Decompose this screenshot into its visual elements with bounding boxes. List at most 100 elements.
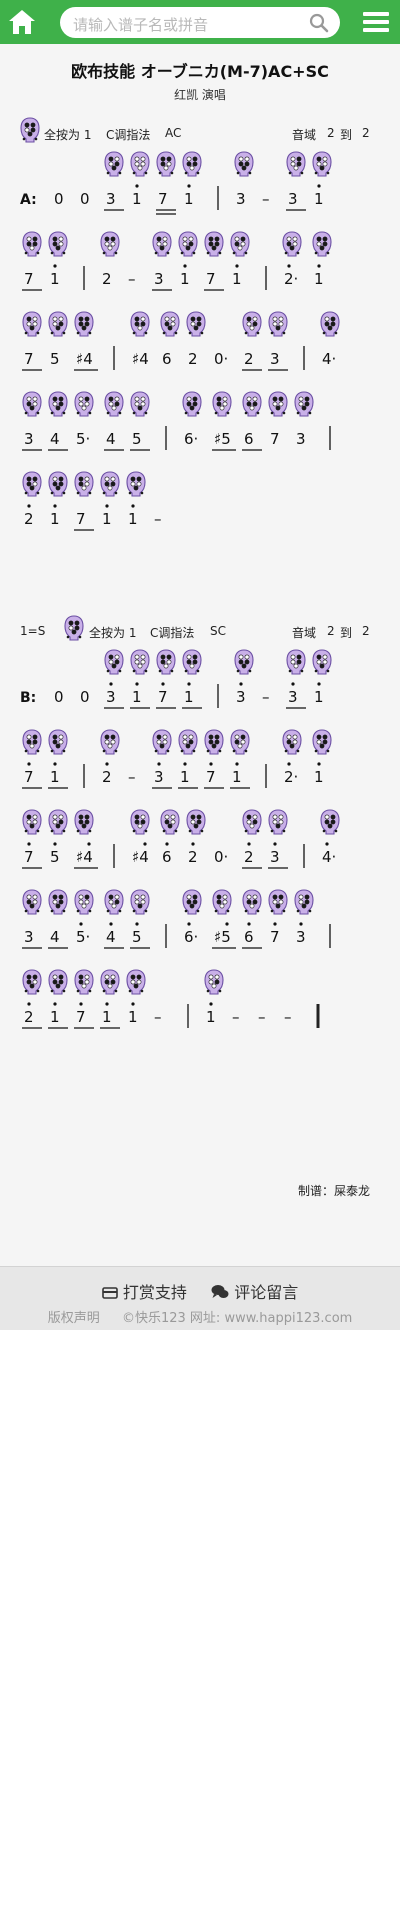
note: 2: [102, 768, 112, 786]
ocarina-fingering-icon: [22, 809, 42, 835]
note: 1: [314, 768, 324, 786]
note: 1: [184, 190, 194, 208]
note: 7: [158, 688, 168, 706]
comment-link[interactable]: 评论留言: [211, 1283, 298, 1302]
note: 1: [206, 1008, 216, 1026]
note: –: [128, 270, 136, 288]
ocarina-fingering-icon: [212, 889, 232, 915]
ocarina-fingering-icon: [130, 889, 150, 915]
ocarina-fingering-icon: [48, 311, 68, 337]
donate-link[interactable]: 打赏支持: [101, 1283, 192, 1302]
ocarina-fingering-icon: [160, 809, 180, 835]
note: 1: [50, 510, 60, 528]
octave-dot: [235, 762, 239, 766]
ocarina-icon: [64, 615, 84, 641]
note: 3: [24, 430, 34, 448]
note: 0: [54, 688, 64, 706]
ocarina-fingering-icon: [100, 729, 120, 755]
score-panel: 欧布技能 オーブニカ(M-7)AC+SC 红凯 演唱 全按为 1 C调指法 AC…: [0, 44, 400, 1266]
ocarina-fingering-icon: [282, 729, 302, 755]
note: 2: [24, 510, 34, 528]
ocarina-fingering-icon: [268, 391, 288, 417]
song-title: 欧布技能 オーブニカ(M-7)AC+SC: [71, 62, 329, 81]
note: 7: [206, 768, 216, 786]
ocarina-fingering-icon: [104, 889, 124, 915]
note: 3: [288, 688, 298, 706]
search-icon[interactable]: [309, 13, 329, 33]
note: 7: [270, 430, 280, 448]
ocarina-fingering-icon: [130, 391, 150, 417]
note: 7: [76, 510, 86, 528]
octave-dot: [131, 504, 135, 508]
ocarina-fingering-icon: [130, 809, 150, 835]
octave-dot: [79, 922, 83, 926]
ocarina-fingering-icon: [22, 969, 42, 995]
note: 1: [232, 768, 242, 786]
note: 3: [106, 190, 116, 208]
range-low-a: 2: [327, 126, 335, 140]
tag-label-b: SC: [210, 624, 226, 638]
ocarina-fingering-icon: [74, 471, 94, 497]
ocarina-fingering-icon: [234, 151, 254, 177]
ocarina-fingering-icon: [74, 391, 94, 417]
section-label: B:: [20, 690, 36, 706]
octave-dot: [79, 1002, 83, 1006]
note: 0: [80, 688, 90, 706]
note: 1: [132, 688, 142, 706]
ocarina-fingering-icon: [230, 729, 250, 755]
octave-dot: [225, 922, 229, 926]
ocarina-fingering-icon: [152, 729, 172, 755]
home-icon[interactable]: [6, 6, 38, 38]
ocarina-fingering-icon: [156, 649, 176, 675]
note: –: [154, 510, 162, 528]
note: 6: [162, 350, 172, 368]
note: ♯4: [76, 848, 93, 866]
octave-dot: [109, 922, 113, 926]
octave-dot: [209, 762, 213, 766]
ocarina-fingering-icon: [130, 649, 150, 675]
menu-icon[interactable]: [363, 12, 389, 32]
ocarina-fingering-icon: [286, 649, 306, 675]
ocarina-fingering-icon: [182, 391, 202, 417]
note: 1: [50, 768, 60, 786]
note: 7: [24, 848, 34, 866]
ocarina-fingering-icon: [48, 231, 68, 257]
ocarina-fingering-icon: [74, 311, 94, 337]
ocarina-fingering-icon: [74, 809, 94, 835]
range-high-a: 2: [362, 126, 370, 140]
note: –: [262, 688, 270, 706]
ocarina-fingering-icon: [242, 311, 262, 337]
octave-dot: [247, 842, 251, 846]
note: 1: [184, 688, 194, 706]
ocarina-fingering-icon: [268, 809, 288, 835]
ocarina-fingering-icon: [48, 889, 68, 915]
octave-dot: [53, 504, 57, 508]
note: ♯5: [214, 430, 231, 448]
ocarina-fingering-icon: [230, 231, 250, 257]
ocarina-fingering-icon: [294, 889, 314, 915]
maker-credit: 制谱：屎泰龙: [297, 1184, 370, 1198]
octave-dot: [325, 842, 329, 846]
note: 3: [236, 190, 246, 208]
octave-dot: [183, 762, 187, 766]
note: 3: [288, 190, 298, 208]
search-box[interactable]: 请输入谱子名或拼音: [60, 7, 340, 38]
note: 1: [50, 270, 60, 288]
octave-dot: [291, 682, 295, 686]
note: 3: [270, 848, 280, 866]
note: 7: [158, 190, 168, 208]
score-row: A: 0 0 3 1 7 1 3–3 1: [20, 151, 332, 215]
octave-dot: [135, 922, 139, 926]
copyright-link[interactable]: 版权声明: [47, 1311, 100, 1326]
octave-dot: [157, 762, 161, 766]
ocarina-fingering-icon: [268, 889, 288, 915]
note: –: [284, 1008, 292, 1026]
ocarina-fingering-icon: [126, 969, 146, 995]
octave-dot: [131, 1002, 135, 1006]
search-placeholder: 请输入谱子名或拼音: [73, 16, 209, 34]
fingering-label-b: 全按为 1: [89, 626, 137, 640]
octave-dot: [187, 922, 191, 926]
ocarina-fingering-icon: [22, 311, 42, 337]
note: 3: [106, 688, 116, 706]
ocarina-fingering-icon: [242, 889, 262, 915]
